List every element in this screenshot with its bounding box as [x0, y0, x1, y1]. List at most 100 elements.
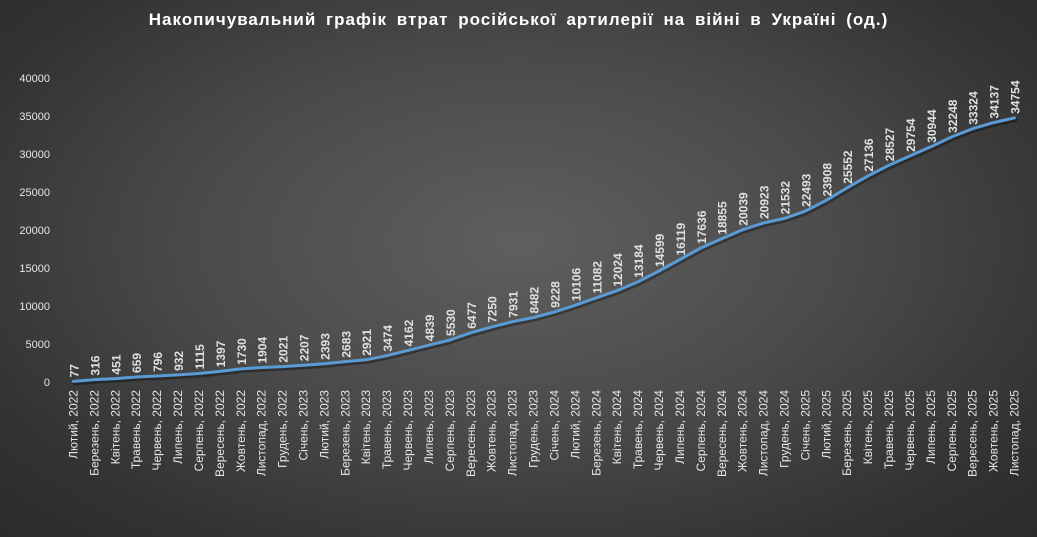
data-label: 33324 [967, 91, 981, 125]
data-point [155, 374, 159, 378]
y-tick-label: 0 [44, 377, 50, 389]
x-tick-label: Листопад, 2022 [255, 390, 269, 476]
data-point [260, 366, 263, 369]
x-tick-label: Червень, 2022 [150, 390, 164, 471]
data-point [636, 280, 640, 284]
data-label: 11082 [590, 261, 604, 294]
data-point [971, 127, 974, 130]
x-tick-label: Березень, 2024 [589, 390, 603, 476]
y-tick-label: 15000 [19, 263, 50, 275]
data-point [699, 246, 703, 250]
data-point [532, 316, 535, 319]
data-label: 32248 [946, 99, 960, 133]
y-tick-label: 25000 [19, 187, 50, 199]
data-point [595, 296, 598, 299]
data-point [197, 372, 201, 375]
data-label: 316 [88, 355, 102, 375]
x-tick-label: Квітень, 2022 [108, 390, 122, 465]
series-line-shadow [72, 117, 1018, 386]
data-label: 7250 [486, 296, 500, 323]
data-label: 34754 [1009, 80, 1023, 114]
data-point [406, 349, 410, 352]
data-label: 2683 [339, 331, 353, 358]
data-label: 1115 [193, 344, 207, 370]
data-point [615, 289, 619, 292]
data-point [72, 380, 75, 383]
x-tick-label: Грудень, 2022 [276, 390, 290, 468]
data-point [720, 237, 723, 240]
y-tick-label: 5000 [26, 339, 50, 351]
data-label: 17636 [695, 210, 709, 244]
x-tick-label: Травень, 2025 [882, 390, 896, 469]
x-tick-label: Жовтень, 2025 [987, 390, 1001, 472]
x-tick-label: Січень, 2025 [798, 390, 812, 461]
data-label: 2207 [298, 334, 312, 361]
x-tick-label: Лютий, 2023 [317, 390, 331, 459]
x-tick-label: Вересень, 2024 [715, 390, 729, 477]
data-label: 28527 [883, 127, 897, 161]
data-label: 23908 [820, 163, 834, 197]
x-tick-label: Травень, 2023 [380, 390, 394, 469]
x-tick-label: Вересень, 2023 [464, 390, 478, 477]
data-label: 2021 [277, 336, 291, 363]
data-label: 9228 [548, 281, 562, 308]
data-label: 34137 [988, 85, 1002, 119]
x-tick-label: Листопад, 2025 [1008, 390, 1022, 476]
x-tick-label: Квітень, 2023 [359, 390, 373, 465]
chart-title: Накопичувальний графік втрат російської … [148, 10, 889, 29]
x-tick-label: Липень, 2025 [924, 390, 938, 464]
data-label: 16119 [674, 222, 688, 255]
data-label: 25552 [841, 150, 855, 184]
data-point [239, 367, 242, 371]
x-tick-label: Серпень, 2024 [694, 390, 708, 472]
x-tick-label: Червень, 2025 [903, 390, 917, 471]
data-label: 29754 [904, 118, 918, 152]
x-tick-label: Жовтень, 2022 [234, 390, 248, 472]
x-tick-label: Березень, 2022 [87, 390, 101, 476]
data-point [511, 320, 514, 323]
x-tick-label: Жовтень, 2024 [736, 390, 750, 472]
x-tick-label: Липень, 2022 [171, 390, 185, 464]
data-label: 14599 [653, 233, 667, 267]
data-point [887, 163, 891, 167]
x-tick-label: Листопад, 2023 [506, 390, 520, 476]
x-tick-label: Серпень, 2022 [192, 390, 206, 472]
x-tick-label: Липень, 2023 [422, 390, 436, 464]
data-label: 1730 [235, 338, 249, 365]
x-tick-label: Червень, 2024 [652, 390, 666, 471]
y-tick-label: 40000 [19, 73, 50, 85]
data-label: 2393 [318, 333, 332, 360]
data-point [490, 325, 493, 329]
data-point [114, 377, 117, 380]
data-label: 932 [172, 351, 186, 371]
data-point [365, 358, 368, 362]
data-label: 1397 [214, 340, 228, 367]
data-point [448, 338, 452, 342]
data-label: 451 [109, 354, 123, 374]
x-tick-label: Червень, 2023 [401, 390, 415, 471]
data-label: 7931 [507, 291, 521, 318]
x-tick-label: Березень, 2023 [338, 390, 352, 476]
data-label: 18855 [716, 201, 730, 235]
data-label: 3474 [381, 325, 395, 352]
data-point [385, 354, 389, 357]
data-point [825, 199, 828, 202]
y-tick-label: 30000 [19, 149, 50, 161]
data-point [302, 364, 305, 367]
data-point [866, 174, 870, 177]
data-point [992, 121, 995, 124]
data-point [908, 154, 912, 158]
data-point [344, 360, 347, 363]
x-tick-label: Січень, 2024 [547, 390, 561, 461]
data-label: 20923 [758, 185, 772, 219]
x-tick-label: Липень, 2024 [673, 390, 687, 464]
data-label: 659 [130, 353, 144, 373]
data-point [134, 375, 138, 379]
data-label: 30944 [925, 109, 939, 143]
data-label: 10106 [569, 267, 583, 301]
data-point [950, 135, 954, 139]
data-label: 796 [151, 352, 165, 372]
data-point [323, 362, 326, 366]
